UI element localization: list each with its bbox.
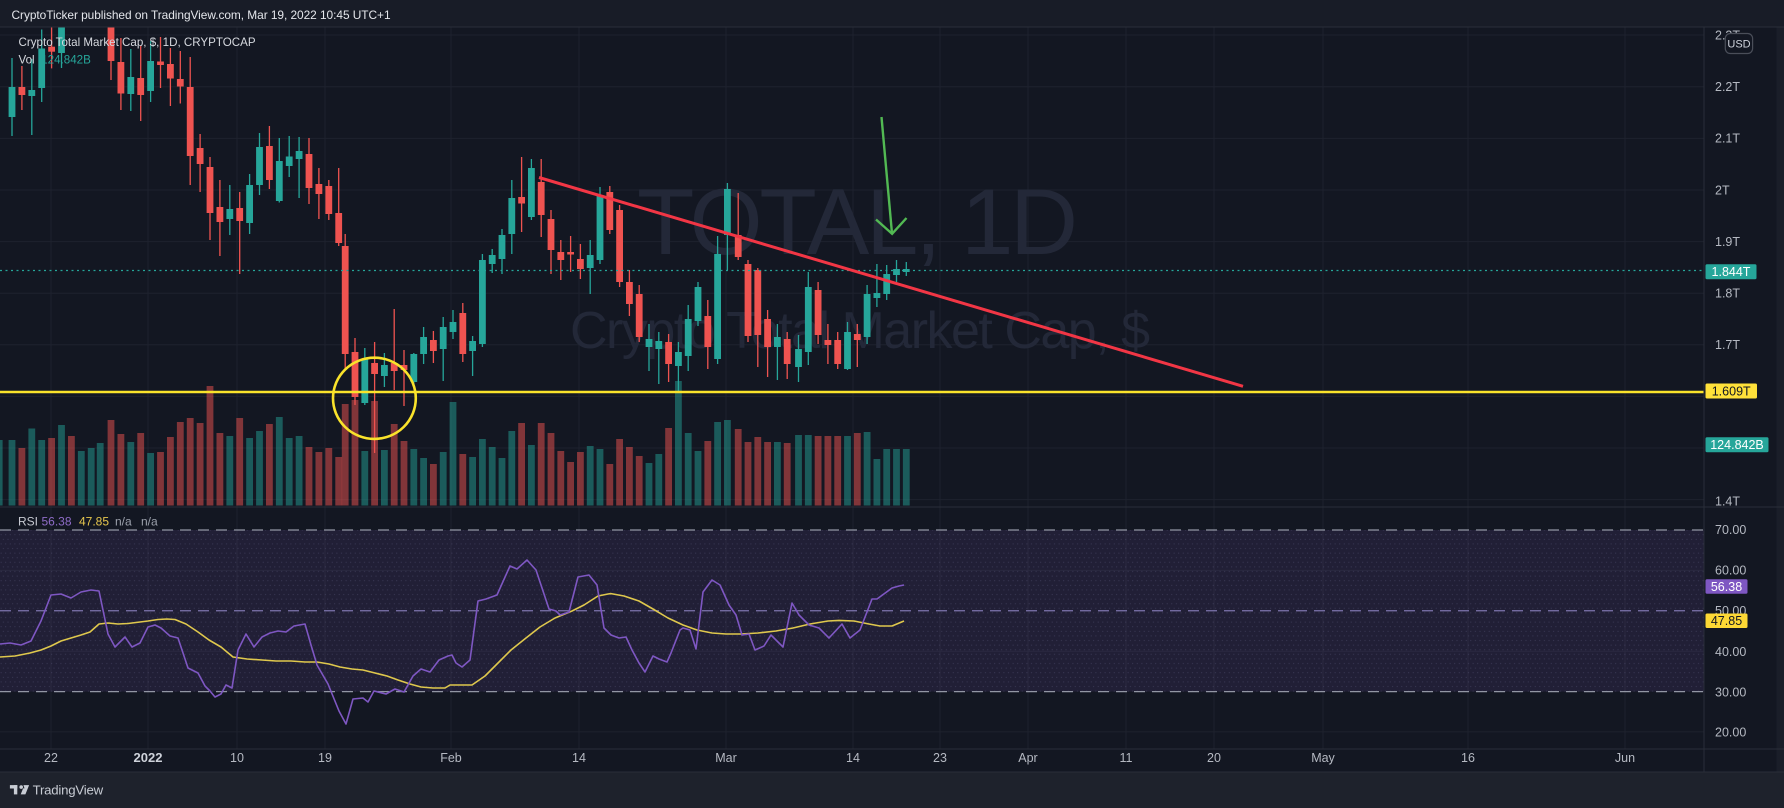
svg-text:May: May bbox=[1311, 751, 1335, 765]
svg-text:Crypto Total Market Cap, $: Crypto Total Market Cap, $ bbox=[570, 302, 1150, 360]
svg-text:30.00: 30.00 bbox=[1715, 685, 1746, 699]
svg-text:Mar: Mar bbox=[715, 751, 737, 765]
svg-text:56.38: 56.38 bbox=[1711, 580, 1742, 594]
svg-text:2.2T: 2.2T bbox=[1715, 80, 1740, 94]
svg-text:2.1T: 2.1T bbox=[1715, 132, 1740, 146]
svg-text:20.00: 20.00 bbox=[1715, 725, 1746, 739]
svg-text:Vol: Vol bbox=[19, 53, 35, 66]
svg-text:1.609T: 1.609T bbox=[1712, 384, 1751, 398]
svg-text:Feb: Feb bbox=[440, 751, 462, 765]
svg-text:TOTAL, 1D: TOTAL, 1D bbox=[637, 169, 1075, 274]
svg-text:70.00: 70.00 bbox=[1715, 523, 1746, 537]
svg-text:Apr: Apr bbox=[1018, 751, 1037, 765]
svg-text:n/a: n/a bbox=[115, 515, 132, 529]
svg-text:19: 19 bbox=[318, 751, 332, 765]
svg-text:22: 22 bbox=[44, 751, 58, 765]
svg-text:124.842B: 124.842B bbox=[1710, 438, 1764, 452]
svg-text:14: 14 bbox=[572, 751, 586, 765]
svg-text:60.00: 60.00 bbox=[1715, 563, 1746, 577]
svg-text:1.8T: 1.8T bbox=[1715, 287, 1740, 301]
svg-text:Jun: Jun bbox=[1615, 751, 1635, 765]
svg-text:23: 23 bbox=[933, 751, 947, 765]
svg-text:1.7T: 1.7T bbox=[1715, 338, 1740, 352]
svg-text:1.9T: 1.9T bbox=[1715, 235, 1740, 249]
svg-text:56.38: 56.38 bbox=[42, 515, 72, 529]
svg-text:14: 14 bbox=[846, 751, 860, 765]
svg-text:40.00: 40.00 bbox=[1715, 645, 1746, 659]
svg-text:124.842B: 124.842B bbox=[41, 53, 91, 66]
svg-text:11: 11 bbox=[1120, 751, 1133, 765]
svg-text:20: 20 bbox=[1207, 751, 1221, 765]
svg-text:2T: 2T bbox=[1715, 183, 1730, 197]
svg-text:16: 16 bbox=[1461, 751, 1475, 765]
svg-text:2022: 2022 bbox=[134, 750, 163, 765]
svg-text:47.85: 47.85 bbox=[79, 515, 109, 529]
svg-text:47.85: 47.85 bbox=[1711, 614, 1742, 628]
svg-text:USD: USD bbox=[1727, 39, 1750, 51]
svg-text:10: 10 bbox=[230, 751, 244, 765]
svg-text:n/a: n/a bbox=[141, 515, 158, 529]
svg-text:RSI: RSI bbox=[18, 515, 38, 529]
svg-text:Crypto Total Market Cap, $, 1D: Crypto Total Market Cap, $, 1D, CRYPTOCA… bbox=[19, 36, 256, 49]
svg-text:1.844T: 1.844T bbox=[1712, 265, 1751, 279]
svg-text:CryptoTicker published on Trad: CryptoTicker published on TradingView.co… bbox=[12, 8, 391, 22]
svg-text:TradingView: TradingView bbox=[33, 783, 104, 798]
svg-text:1.4T: 1.4T bbox=[1715, 494, 1740, 508]
